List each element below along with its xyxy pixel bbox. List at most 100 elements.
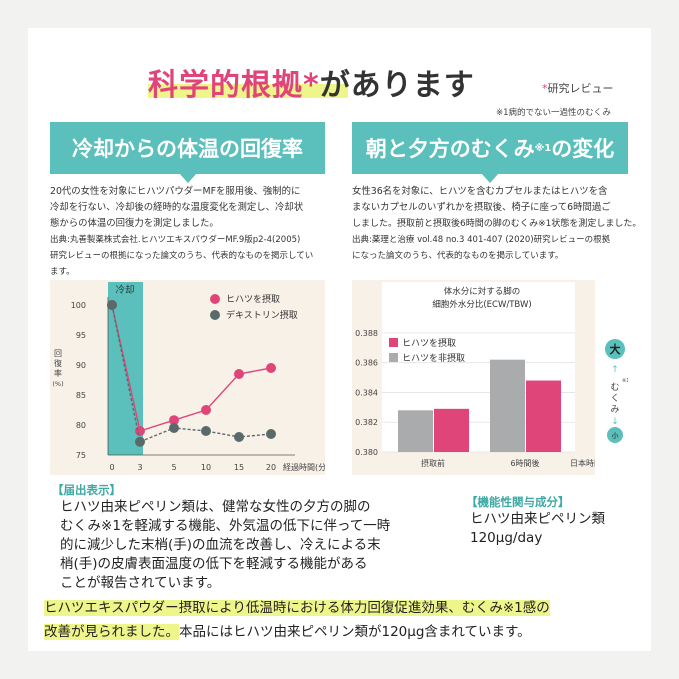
bar-2-1 (398, 410, 433, 452)
notice-line: ヒハツ由来ピペリン類は、健常な女性の夕方の脚の (60, 499, 371, 515)
scale-top-badge (605, 339, 625, 359)
right-banner: 朝と夕方のむくみ ※1 の変化 (352, 122, 628, 183)
y-tick-label: 90 (76, 361, 86, 370)
left-description: 20代の女性を対象にヒハツパウダーMFを服用後、強制的に 冷却を行ない、冷却後の… (50, 184, 340, 280)
left-source-line: 出典:丸善製薬株式会社.ヒハツエキスパウダーMF.9版p2-4(2005) (50, 235, 301, 245)
right-banner-text: 朝と夕方のむくみ (365, 137, 535, 161)
y-tick-label: 0.380 (355, 448, 378, 457)
page-title: 科学的根拠*があります (148, 60, 475, 103)
y-tick-label: 80 (76, 421, 86, 430)
series-line-1 (111, 304, 272, 432)
x-tick-label: 10 (201, 463, 211, 472)
y-tick-label: 100 (71, 301, 86, 310)
summary-line-2: 改善が見られました。本品にはヒハツ由来ピペリン類が120μg含まれています。 (44, 620, 531, 640)
legend-marker-1 (210, 294, 220, 304)
series-1-point (266, 363, 276, 373)
left-para-line: 態からの体温の回復力を測定しました。 (50, 218, 219, 229)
legend-marker-2 (210, 310, 220, 320)
series-2-point (107, 300, 117, 310)
title-emphasis: 科学的根拠 (148, 68, 303, 103)
right-para-line: しました。摂取前と摂取後6時間の脚のむくみ※1状態を測定しました。 (352, 219, 642, 229)
y-axis-title-char: 復 (54, 358, 62, 368)
bar-1-1 (434, 408, 469, 452)
y-axis-title-char: 回 (54, 349, 62, 358)
review-label: 研究レビュー (547, 82, 614, 95)
left-para-line: 20代の女性を対象にヒハツパウダーMFを服用後、強制的に (50, 186, 301, 197)
x-tick-label: 摂取前 (421, 458, 445, 468)
cooling-region-label: 冷却 (115, 284, 134, 296)
chart-title-line: 体水分に対する脚の (444, 286, 521, 297)
series-1-point (201, 405, 211, 415)
right-source-line: になった論文のうち、代表的なものを掲示しています。 (352, 251, 564, 261)
chart-title-line: 細胞外水分比(ECW/TBW) (432, 299, 531, 310)
y-tick-label: 75 (76, 451, 86, 460)
right-para-line: まないカプセルのいずれかを摂取後、椅子に座って6時間過ご (352, 202, 611, 213)
legend-label-1: ヒハツを摂取 (402, 337, 456, 349)
bar-2-2 (490, 359, 525, 452)
review-note: *研究レビュー (542, 80, 614, 96)
right-banner-sup: ※1 (534, 142, 552, 154)
scale-bottom-badge (607, 427, 623, 443)
y-tick-label: 0.382 (355, 418, 378, 427)
left-source-line: 研究レビューの根拠になった論文のうち、代表的なものを掲示してい (50, 251, 314, 261)
series-1-point (169, 415, 179, 426)
notice-line: むくみ※1を軽減する機能、外気温の低下に伴って一時 (60, 518, 391, 534)
x-tick-label: 20 (266, 463, 276, 472)
right-banner-text-end: の変化 (551, 137, 615, 161)
ingredient-amount: 120μg/day (470, 530, 543, 546)
right-banner-notch (481, 173, 499, 183)
review-star: * (542, 82, 548, 95)
scale-char-1: む (610, 382, 619, 393)
series-2-point (201, 426, 211, 436)
left-source-line: ます。 (50, 267, 75, 277)
summary-rest: 本品にはヒハツ由来ピペリン類が120μg含まれています。 (179, 624, 531, 640)
series-2-point (169, 423, 179, 433)
y-tick-label: 95 (76, 331, 86, 340)
notice-line: 的に減少した末梢(手)の血流を改善し、冷えによる末 (60, 537, 381, 553)
arrow-down-icon: ↓ (611, 417, 619, 427)
footnote: ※1病的でない一過性のむくみ (496, 108, 611, 118)
notice-line: ことが報告されています。 (60, 575, 221, 591)
title-rest: があります (319, 68, 475, 103)
summary-highlight-2: 改善が見られました。 (44, 624, 179, 640)
notice-body: ヒハツ由来ピペリン類は、健常な女性の夕方の脚の むくみ※1を軽減する機能、外気温… (60, 498, 460, 593)
left-para-line: 冷却を行ない、冷却後の経時的な温度変化を測定し、冷却状 (50, 202, 304, 213)
legend-label-2: デキストリン摂取 (226, 309, 298, 321)
right-source-line: 出典:薬理と治療 vol.48 no.3 401-407 (2020)研究レビュ… (352, 235, 611, 245)
x-axis-title: 日本時間 (570, 458, 595, 468)
x-tick-label: 5 (171, 463, 176, 472)
y-tick-label: 0.386 (355, 359, 378, 368)
series-1-point (135, 426, 145, 436)
scale-sup: ※1 (622, 378, 628, 384)
bar-1-2 (526, 380, 561, 452)
bar-chart-panel: 0.380 0.382 0.384 0.386 0.388 体水分に対する脚の 細胞外水分比… (352, 280, 602, 475)
summary-highlight-1: ヒハツエキスパウダー摂取により低温時における体力回復促進効果、むくみ※1感の (44, 600, 550, 616)
left-banner-text: 冷却からの体温の回復率 (72, 137, 303, 161)
x-tick-label: 0 (109, 463, 114, 472)
swelling-scale: 大 ↑ む く み ※1 ↓ 小 (602, 338, 629, 444)
line-chart-panel: 冷却 80 85 90 95 100 75 回復率 (%) 0 3 5 10 15 20 経過時間(分) ヒハツ… (50, 280, 329, 475)
series-1-point (234, 369, 244, 379)
y-tick-label: 0.388 (355, 329, 378, 338)
x-tick-label: 6時間後 (510, 458, 539, 468)
series-2-point (234, 432, 244, 442)
legend-label-2: ヒハツを非摂取 (402, 352, 465, 364)
bar-chart: 0.380 0.382 0.384 0.386 0.388 体水分に対する脚の細胞外水分比… (355, 282, 602, 468)
left-banner: 冷却からの体温の回復率 (50, 122, 325, 183)
series-line-2 (111, 304, 272, 443)
ingredient-line: ヒハツ由来ピペリン類 (470, 511, 605, 527)
notice-line: 梢(手)の皮膚表面温度の低下を軽減する機能がある (60, 556, 368, 572)
y-axis-title-char: 率 (54, 368, 62, 378)
notice-heading: 【届出表示】 (52, 483, 121, 497)
right-para-line: 女性36名を対象に、ヒハツを含むカプセルまたはヒハツを含 (352, 186, 608, 197)
legend-label-1: ヒハツを摂取 (226, 293, 280, 305)
series-2-point (266, 429, 276, 439)
ingredient-body: ヒハツ由来ピペリン類 120μg/day (470, 510, 640, 548)
title-highlight (148, 84, 348, 98)
ingredient-heading: 【機能性関与成分】 (466, 495, 570, 509)
legend-marker-2 (389, 353, 398, 362)
x-axis-title: 経過時間(分) (283, 462, 325, 472)
title-star: * (303, 68, 320, 103)
x-tick-label: 3 (137, 463, 142, 472)
arrow-up-icon: ↑ (611, 365, 619, 375)
